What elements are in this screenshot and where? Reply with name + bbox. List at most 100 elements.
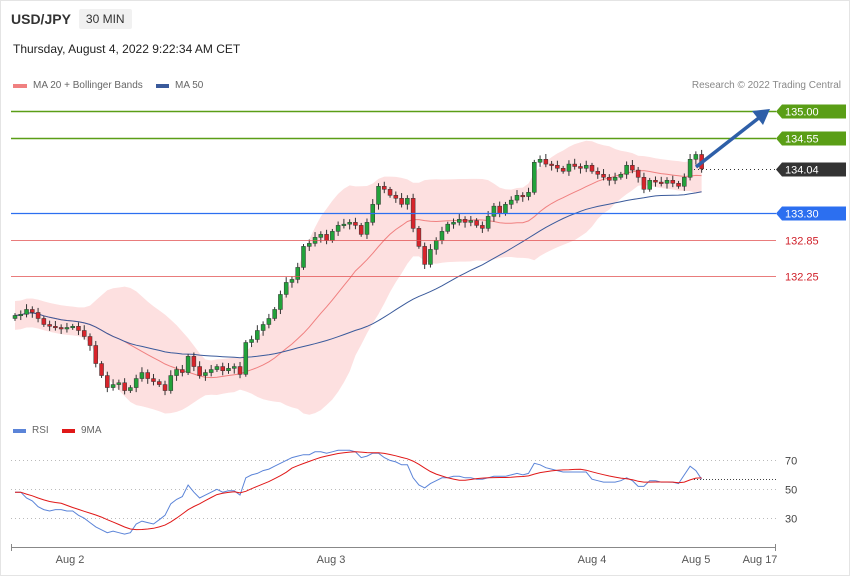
candle	[572, 158, 577, 170]
candle	[232, 363, 237, 374]
candle	[693, 151, 699, 165]
candle	[491, 203, 497, 222]
symbol-label: USD/JPY	[11, 11, 71, 27]
candle	[416, 225, 422, 249]
candle-body	[566, 163, 572, 172]
candle	[641, 172, 647, 194]
resistance-level-label: 134.55	[785, 134, 819, 146]
candle-body	[81, 330, 87, 337]
legend-ma20: MA 20 + Bollinger Bands	[13, 80, 143, 91]
legend-rsi-ma: 9MA	[62, 425, 102, 436]
candle-body	[283, 282, 289, 295]
candle	[81, 325, 87, 340]
candle-body	[664, 180, 670, 184]
datetime-label: Thursday, August 4, 2022 9:22:34 AM CET	[13, 42, 241, 56]
candle	[676, 180, 681, 189]
candle	[122, 378, 127, 395]
candle	[335, 221, 341, 236]
candle-body	[468, 220, 474, 223]
candle	[451, 218, 456, 229]
candle	[595, 167, 601, 179]
candle	[485, 211, 491, 232]
candle	[658, 176, 664, 187]
candle-body	[393, 195, 399, 199]
timeframe-badge[interactable]: 30 MIN	[78, 9, 132, 29]
candle-body	[635, 169, 641, 178]
candle	[289, 276, 295, 288]
candle	[601, 169, 606, 181]
candle-body	[341, 223, 347, 226]
candle-body	[76, 326, 81, 331]
candle-body	[474, 220, 479, 226]
candle-body	[197, 366, 202, 376]
candle	[445, 221, 450, 234]
candle-body	[358, 225, 364, 235]
candle	[255, 325, 260, 343]
candle	[237, 361, 243, 379]
candle	[180, 364, 185, 377]
candle	[151, 373, 156, 386]
candle	[583, 160, 589, 173]
candle-body	[116, 382, 122, 385]
candle	[682, 173, 687, 191]
candle	[670, 175, 676, 188]
candle	[347, 219, 352, 230]
ma20-swatch	[13, 83, 27, 88]
candle	[532, 159, 537, 195]
candle	[457, 214, 462, 226]
candle-body	[35, 312, 41, 319]
candle	[220, 362, 225, 376]
candle-body	[99, 363, 104, 376]
candle-body	[87, 336, 93, 346]
candle-body	[405, 198, 410, 205]
candle-body	[122, 382, 127, 391]
candle	[162, 380, 168, 396]
candle-body	[214, 366, 220, 370]
forecast-arrow-line	[694, 115, 762, 169]
x-tick-label: Aug 2	[56, 554, 85, 566]
candle	[624, 161, 629, 179]
ma50-legend-label: MA 50	[175, 80, 204, 91]
candle	[105, 371, 110, 393]
candle-body	[376, 186, 381, 205]
candle-body	[399, 198, 404, 205]
chart-header: USD/JPY 30 MIN	[11, 8, 132, 30]
candle-body	[532, 162, 537, 193]
candle-body	[653, 180, 658, 183]
candle-body	[647, 180, 652, 190]
candle	[110, 379, 116, 391]
candle-body	[162, 384, 168, 391]
candle-body	[260, 324, 266, 331]
candle	[87, 333, 93, 351]
candle-body	[203, 372, 208, 376]
resistance-level-tag	[776, 131, 846, 146]
candle-body	[382, 186, 387, 190]
candle-body	[676, 183, 681, 187]
rsi-ma-legend-label: 9MA	[81, 425, 102, 436]
candle	[387, 186, 393, 198]
candle-body	[237, 366, 243, 375]
candle	[185, 353, 191, 375]
rsi-line	[15, 449, 703, 535]
candle-body	[353, 222, 358, 226]
candle	[24, 304, 29, 318]
candle-body	[307, 243, 312, 247]
candle	[422, 242, 427, 269]
candle-body	[64, 327, 70, 330]
candle-body	[630, 165, 635, 171]
candle-body	[641, 177, 647, 190]
rsi-level-label: 30	[785, 514, 797, 526]
candle-body	[503, 204, 508, 214]
candle	[647, 177, 652, 192]
candle	[191, 352, 197, 372]
candle-body	[612, 177, 618, 181]
candle-body	[53, 326, 58, 329]
candle-body	[168, 375, 174, 391]
candle-body	[24, 309, 29, 315]
bollinger-band-area	[15, 140, 702, 415]
candle	[208, 364, 214, 377]
candle-body	[93, 345, 99, 364]
rsi-ma-swatch	[62, 428, 75, 433]
candle	[272, 307, 277, 321]
